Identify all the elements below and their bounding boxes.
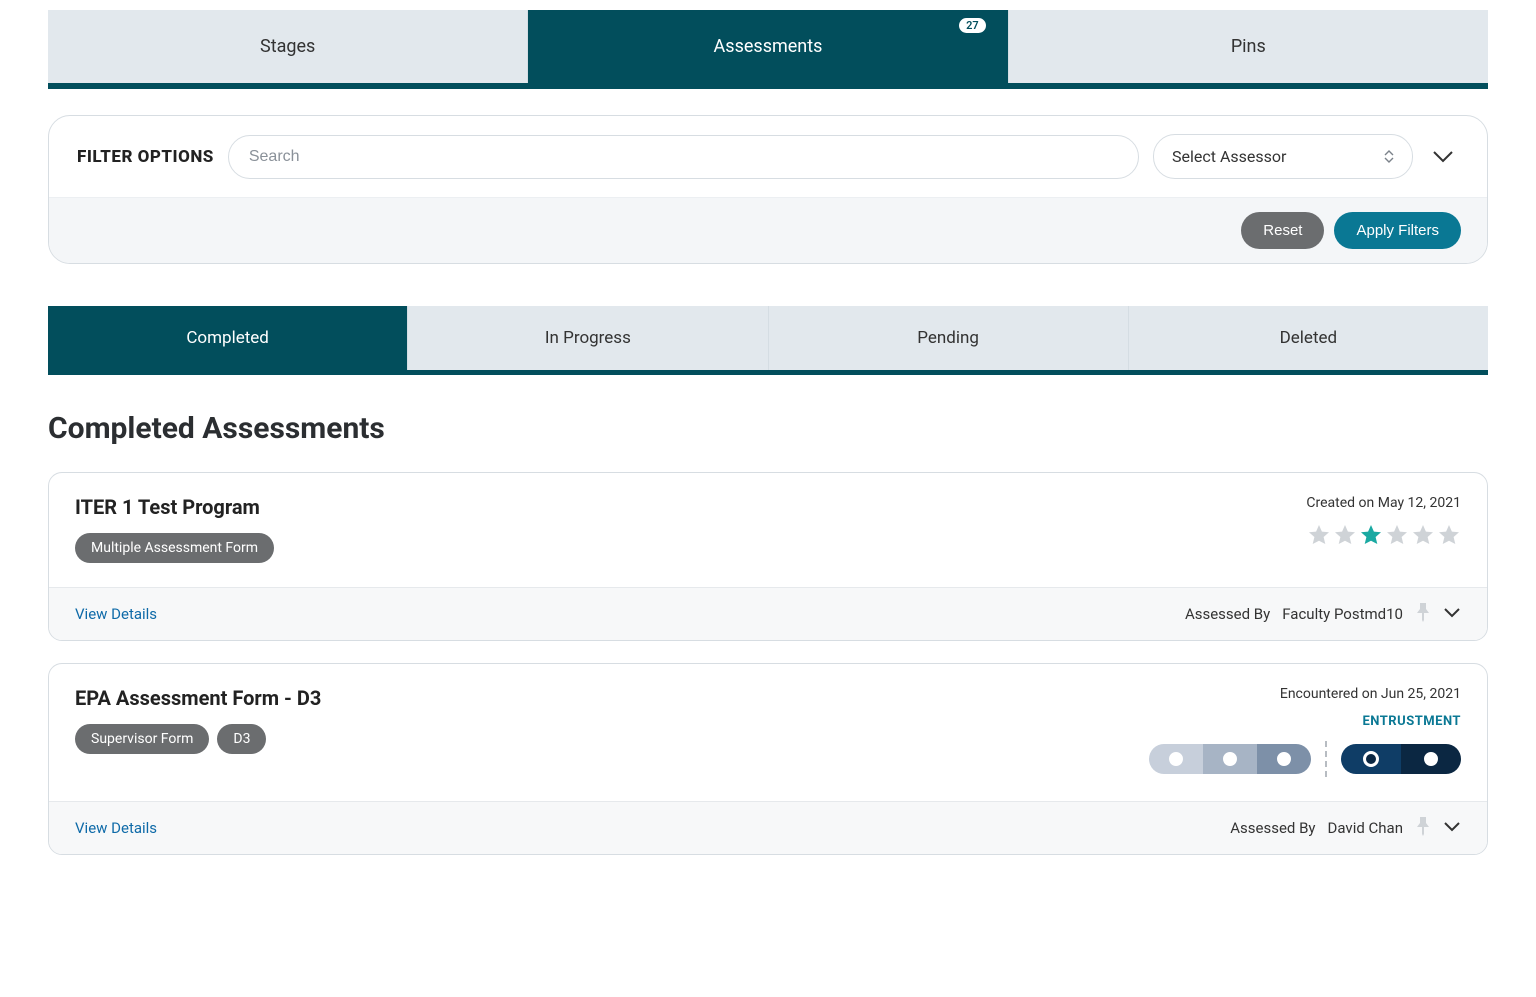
chip: Multiple Assessment Form: [75, 533, 274, 563]
scale-step: [1203, 744, 1257, 774]
scale-step: [1149, 744, 1203, 774]
tab-pins[interactable]: Pins: [1009, 10, 1488, 83]
view-details-link[interactable]: View Details: [75, 819, 157, 837]
select-assessor-dropdown[interactable]: Select Assessor: [1153, 134, 1413, 179]
status-tab-inprogress[interactable]: In Progress: [408, 306, 768, 370]
card-chips: Multiple Assessment Form: [75, 533, 1286, 563]
status-tab-deleted-label: Deleted: [1280, 328, 1337, 348]
select-assessor-label: Select Assessor: [1172, 147, 1286, 166]
assessed-by-value: Faculty Postmd10: [1282, 605, 1403, 623]
view-details-link[interactable]: View Details: [75, 605, 157, 623]
card-meta: Encountered on Jun 25, 2021: [1280, 686, 1461, 702]
pin-icon[interactable]: [1415, 602, 1431, 626]
status-tab-pending[interactable]: Pending: [769, 306, 1129, 370]
star-rating: [1307, 523, 1461, 551]
star-icon: [1411, 523, 1435, 551]
assessed-by-value: David Chan: [1328, 819, 1403, 837]
status-tab-deleted[interactable]: Deleted: [1129, 306, 1488, 370]
filter-panel: FILTER OPTIONS Select Assessor Reset App…: [48, 115, 1488, 264]
card-expand-chevron[interactable]: [1443, 605, 1461, 623]
apply-filters-button[interactable]: Apply Filters: [1334, 212, 1461, 249]
status-tabs: Completed In Progress Pending Deleted: [48, 306, 1488, 375]
tab-stages[interactable]: Stages: [48, 10, 528, 83]
chip: Supervisor Form: [75, 724, 209, 754]
status-tab-inprogress-label: In Progress: [545, 328, 631, 348]
filter-row: FILTER OPTIONS Select Assessor: [49, 116, 1487, 197]
updown-icon: [1384, 150, 1394, 163]
entrust-step: [1341, 744, 1401, 774]
tab-pins-label: Pins: [1231, 36, 1266, 57]
card-title: EPA Assessment Form - D3: [75, 686, 1129, 710]
tab-assessments[interactable]: Assessments 27: [528, 10, 1008, 83]
card-expand-chevron[interactable]: [1443, 819, 1461, 837]
star-icon: [1385, 523, 1409, 551]
assessed-by-label: Assessed By: [1230, 819, 1315, 837]
filter-options-label: FILTER OPTIONS: [77, 147, 214, 167]
chevron-down-icon: [1443, 821, 1461, 833]
chevron-down-icon: [1432, 150, 1454, 164]
status-tab-completed-label: Completed: [186, 328, 269, 348]
star-icon: [1359, 523, 1383, 551]
star-icon: [1333, 523, 1357, 551]
status-tab-pending-label: Pending: [917, 328, 979, 348]
tab-assessments-label: Assessments: [714, 36, 823, 57]
assessment-card: EPA Assessment Form - D3 Supervisor Form…: [48, 663, 1488, 855]
chevron-down-icon: [1443, 607, 1461, 619]
entrustment-scale: [1149, 741, 1461, 777]
section-title: Completed Assessments: [48, 411, 1488, 446]
card-title: ITER 1 Test Program: [75, 495, 1286, 519]
assessment-card: ITER 1 Test Program Multiple Assessment …: [48, 472, 1488, 641]
reset-button[interactable]: Reset: [1241, 212, 1324, 249]
assessed-by-label: Assessed By: [1185, 605, 1270, 623]
scale-step: [1257, 744, 1311, 774]
top-tabs: Stages Assessments 27 Pins: [48, 10, 1488, 89]
scale-left: [1149, 744, 1311, 774]
scale-right: [1341, 744, 1461, 774]
tab-stages-label: Stages: [260, 36, 315, 57]
filter-actions: Reset Apply Filters: [49, 197, 1487, 263]
star-icon: [1307, 523, 1331, 551]
search-input[interactable]: [228, 135, 1139, 179]
expand-filter-chevron[interactable]: [1427, 141, 1459, 173]
assessments-count-badge: 27: [959, 18, 986, 33]
scale-divider: [1325, 741, 1327, 777]
card-chips: Supervisor Form D3: [75, 724, 1129, 754]
entrustment-label: ENTRUSTMENT: [1362, 714, 1461, 729]
star-icon: [1437, 523, 1461, 551]
pin-icon[interactable]: [1415, 816, 1431, 840]
entrust-step: [1401, 744, 1461, 774]
status-tab-completed[interactable]: Completed: [48, 306, 408, 370]
chip: D3: [217, 724, 266, 754]
card-meta: Created on May 12, 2021: [1306, 495, 1461, 511]
